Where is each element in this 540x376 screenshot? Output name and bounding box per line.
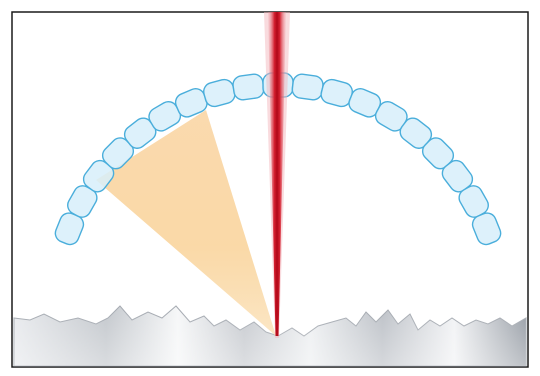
scattered-light-cone [96, 110, 276, 336]
cell [471, 212, 502, 246]
laser-beam-core [268, 12, 286, 336]
tissue-surface [13, 305, 527, 367]
cell [232, 73, 265, 101]
cell [291, 73, 324, 101]
laser-beam [264, 12, 290, 338]
